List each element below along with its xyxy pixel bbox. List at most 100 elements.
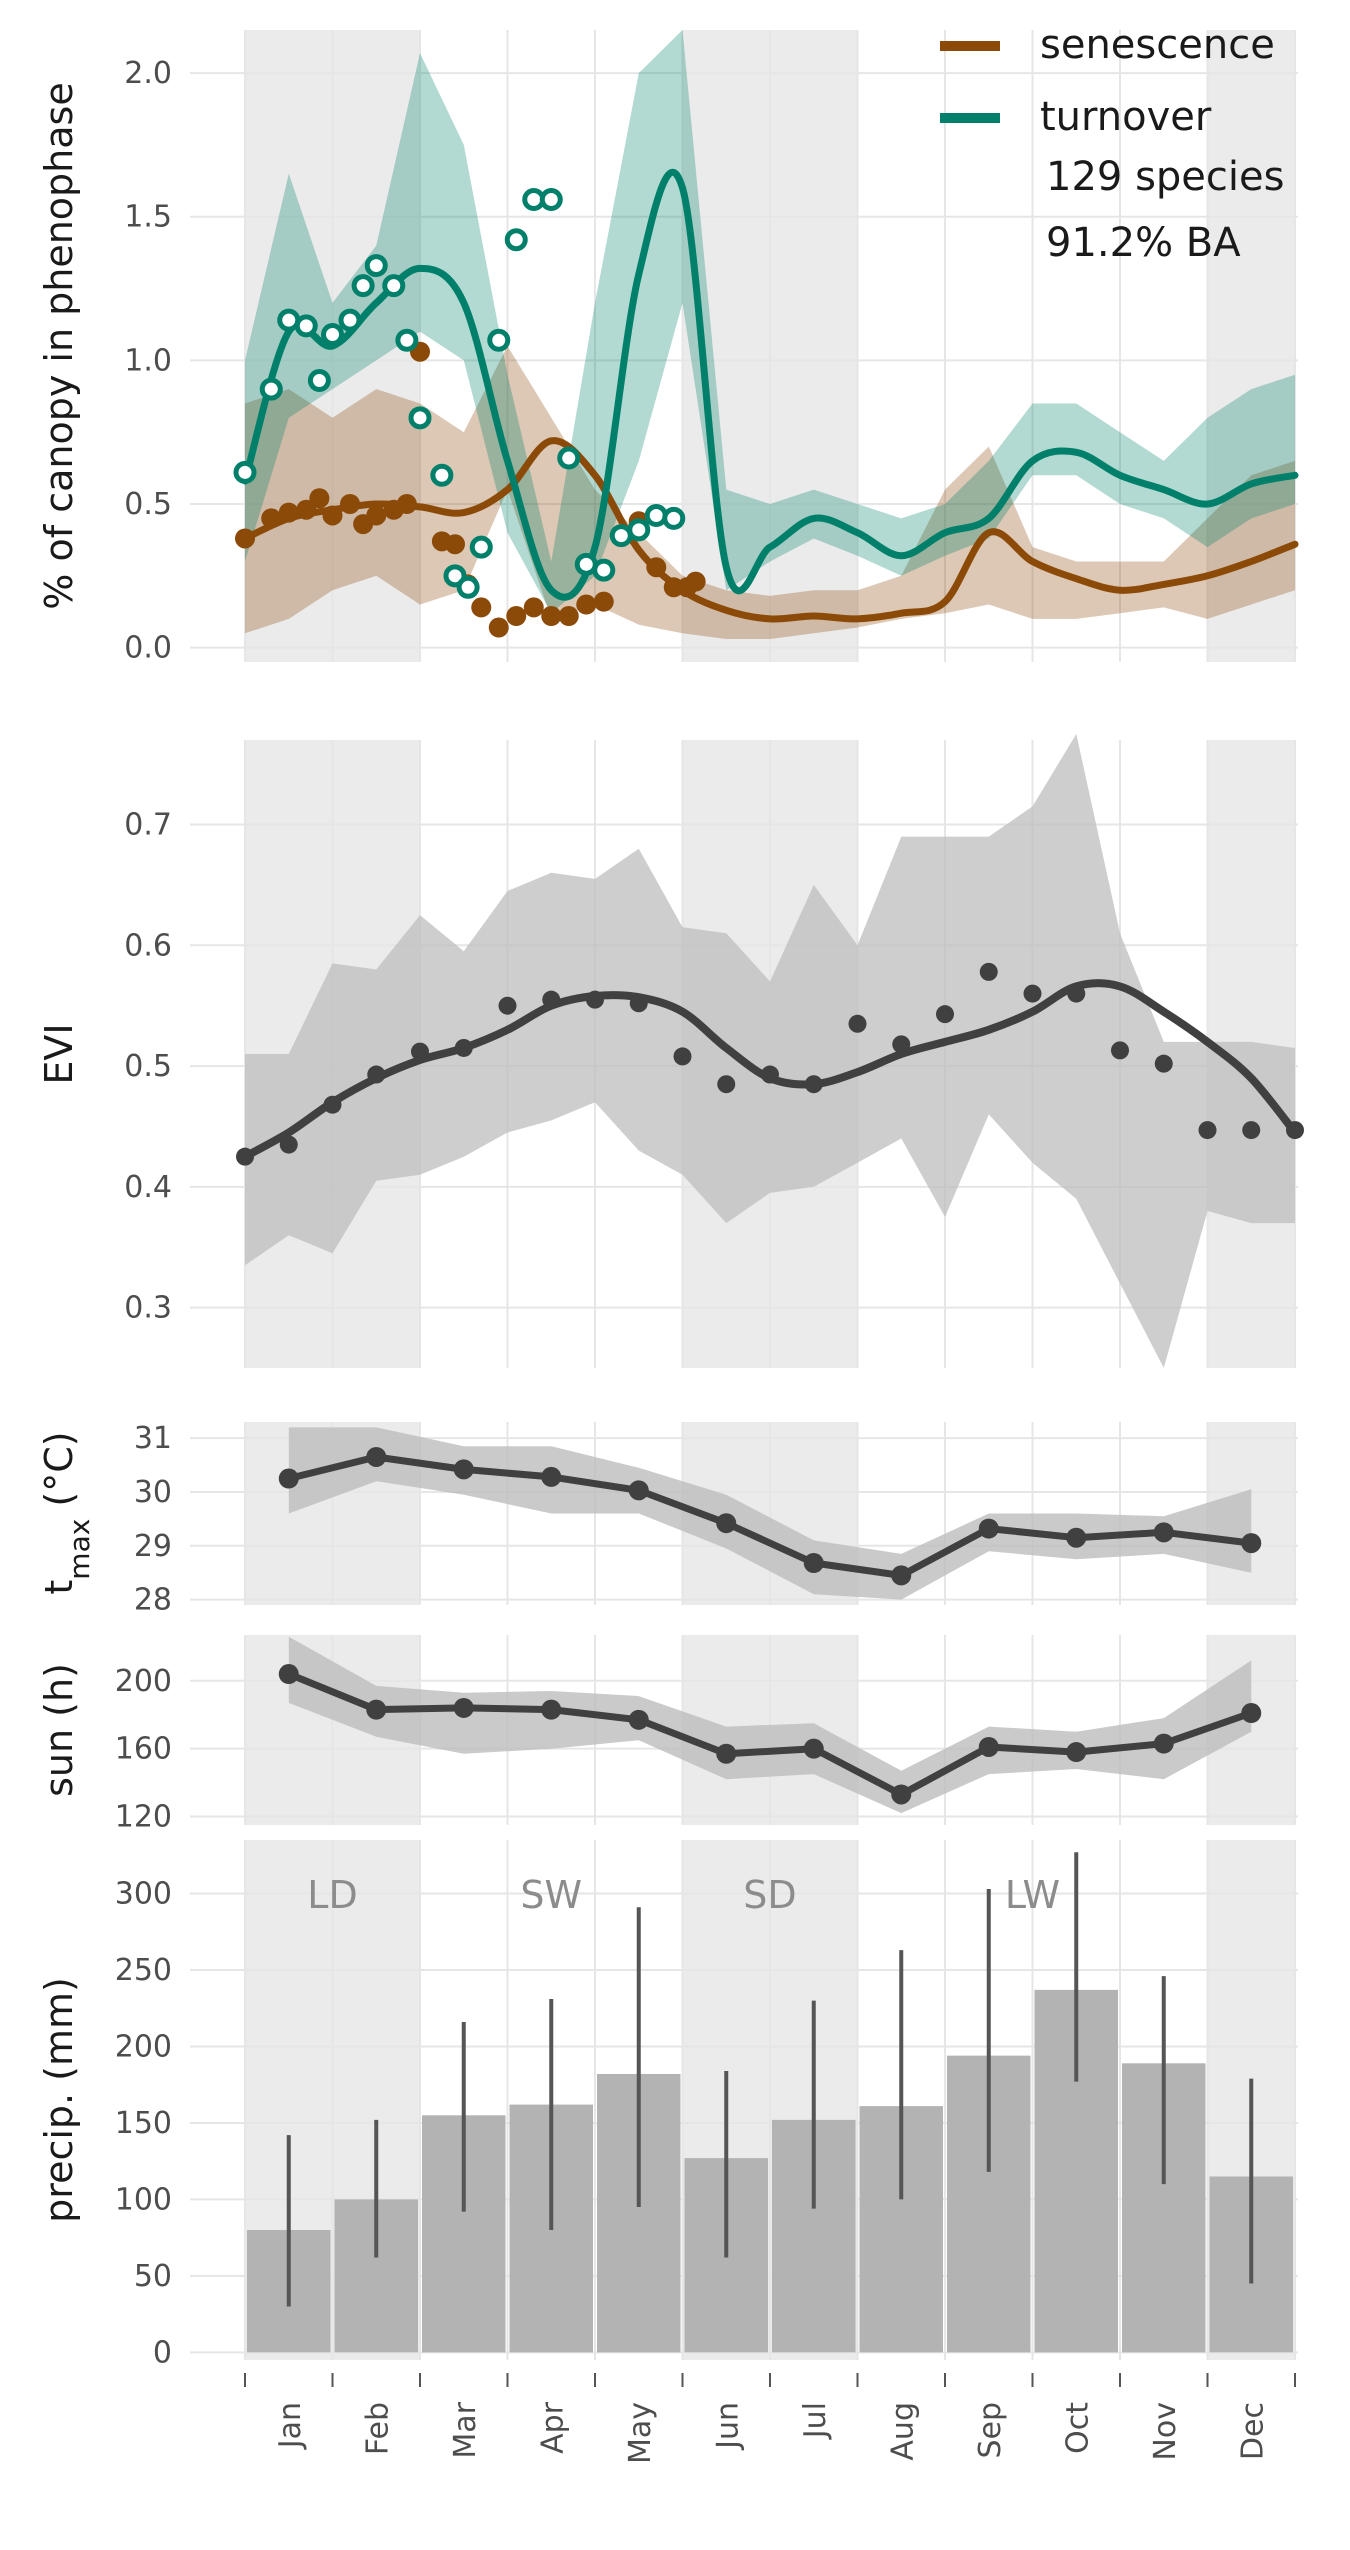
month-axis: Jan Feb Mar Apr May Jun Jul Aug Sep Oct Nov Dec [244,2373,1296,2464]
y-tick-label: 0.5 [124,1049,172,1084]
season-label-LW: LW [1005,1873,1060,1917]
data-point-tmax [716,1513,737,1534]
data-point-sun [366,1699,387,1720]
season-label-SD: SD [743,1873,796,1917]
data-point-evi [892,1035,911,1054]
y-tick-label: 120 [115,1800,172,1835]
data-point-turnover [662,506,686,530]
y-tick-label: 29 [134,1529,172,1564]
data-point-evi [367,1065,386,1084]
data-point-evi [1023,984,1042,1003]
ci-band-sun [288,1636,1252,1814]
data-point-turnover [364,254,388,278]
data-point-evi [673,1047,692,1066]
data-point-turnover [504,228,528,252]
data-point-senescence [488,617,509,638]
data-point-senescence [261,508,282,529]
y-tick-label: 0.4 [124,1170,172,1205]
data-point-senescence [646,557,667,578]
data-point-sun [453,1697,474,1718]
data-point-senescence [558,606,579,627]
data-point-sun [278,1664,299,1685]
season-label-SW: SW [520,1873,582,1917]
data-point-evi [586,990,604,1009]
data-point-evi [1198,1121,1217,1140]
month-label-Sep: Sep [973,2402,1008,2459]
panel-evi: 0.3 0.4 0.5 0.6 0.7 EVI [37,734,1304,1368]
y-tick-label: 200 [115,1664,172,1699]
data-point-senescence [576,594,597,615]
month-label-Jun: Jun [710,2402,745,2451]
legend-label-turnover: turnover [1040,94,1212,140]
data-point-senescence [593,591,614,612]
data-point-evi [1154,1054,1173,1073]
data-point-tmax [278,1468,299,1489]
month-label-Dec: Dec [1235,2402,1270,2460]
y-axis-title: precip. (mm) [37,1977,81,2223]
data-point-turnover [395,328,419,352]
data-point-sun [1153,1733,1174,1754]
season-label-LD: LD [307,1873,357,1917]
y-tick-label: 0.5 [124,487,172,522]
data-point-senescence [309,488,330,509]
data-point-senescence [322,505,343,526]
y-tick-label: 100 [115,2182,172,2217]
data-point-sun [803,1738,824,1759]
data-point-turnover [456,575,480,599]
ci-band-evi [245,734,1295,1368]
data-point-evi [411,1042,429,1061]
data-point-turnover [338,308,362,332]
data-point-turnover [321,323,344,347]
legend-label-senescence: senescence [1040,22,1275,68]
y-tick-label: 28 [134,1583,172,1618]
data-point-evi [1242,1121,1261,1140]
data-point-tmax [1153,1522,1174,1543]
data-point-evi [1067,984,1086,1003]
legend-basal-area: 91.2% BA [1046,220,1241,266]
data-point-tmax [366,1446,387,1467]
data-point-evi [804,1075,823,1094]
y-tick-label: 0.7 [124,808,172,843]
data-point-evi [498,996,517,1015]
data-point-turnover [592,558,616,582]
data-point-tmax [453,1459,474,1480]
month-label-Mar: Mar [448,2401,483,2458]
data-point-evi [279,1135,298,1154]
data-point-senescence [296,499,317,520]
y-tick-label: 31 [134,1421,172,1456]
data-point-turnover [259,377,283,401]
data-point-tmax [628,1480,649,1501]
ci-band-tmax [288,1427,1252,1600]
panel-sun: 120 160 200 sun (h) [37,1635,1298,1835]
y-tick-label: 30 [134,1475,172,1510]
panel-phenophase: 0.0 0.5 1.0 1.5 2.0 % of canopy in phenophase [37,30,1299,666]
data-point-turnover [351,274,375,298]
y-tick-label: 0.6 [124,928,172,963]
y-tick-label: 160 [115,1732,172,1767]
y-tick-label: 200 [115,2029,172,2064]
data-point-evi [454,1038,473,1057]
y-tick-label: 300 [115,1877,172,1912]
month-label-Jul: Jul [798,2402,833,2440]
data-point-senescence [366,505,387,526]
data-point-evi [1286,1121,1304,1140]
data-point-sun [628,1709,649,1730]
data-point-senescence [340,494,360,514]
y-tick-label: 0 [153,2335,172,2370]
data-point-tmax [541,1466,562,1487]
data-point-sun [891,1784,912,1805]
data-point-evi [629,994,648,1013]
fit-line-turnover [241,168,1299,601]
data-point-tmax [803,1553,824,1574]
legend-species-count: 129 species [1046,154,1284,200]
month-label-Aug: Aug [885,2402,920,2461]
data-point-sun [716,1743,737,1764]
legend: senescence turnover 129 species 91.2% BA [940,22,1284,266]
dry-season-shade [1207,30,1295,662]
data-point-evi [717,1075,736,1094]
y-tick-label: 2.0 [124,56,172,91]
data-point-senescence [471,597,492,618]
y-tick-label: 0.0 [124,631,172,666]
data-point-senescence [235,528,255,549]
y-axis-title: EVI [37,1023,81,1084]
